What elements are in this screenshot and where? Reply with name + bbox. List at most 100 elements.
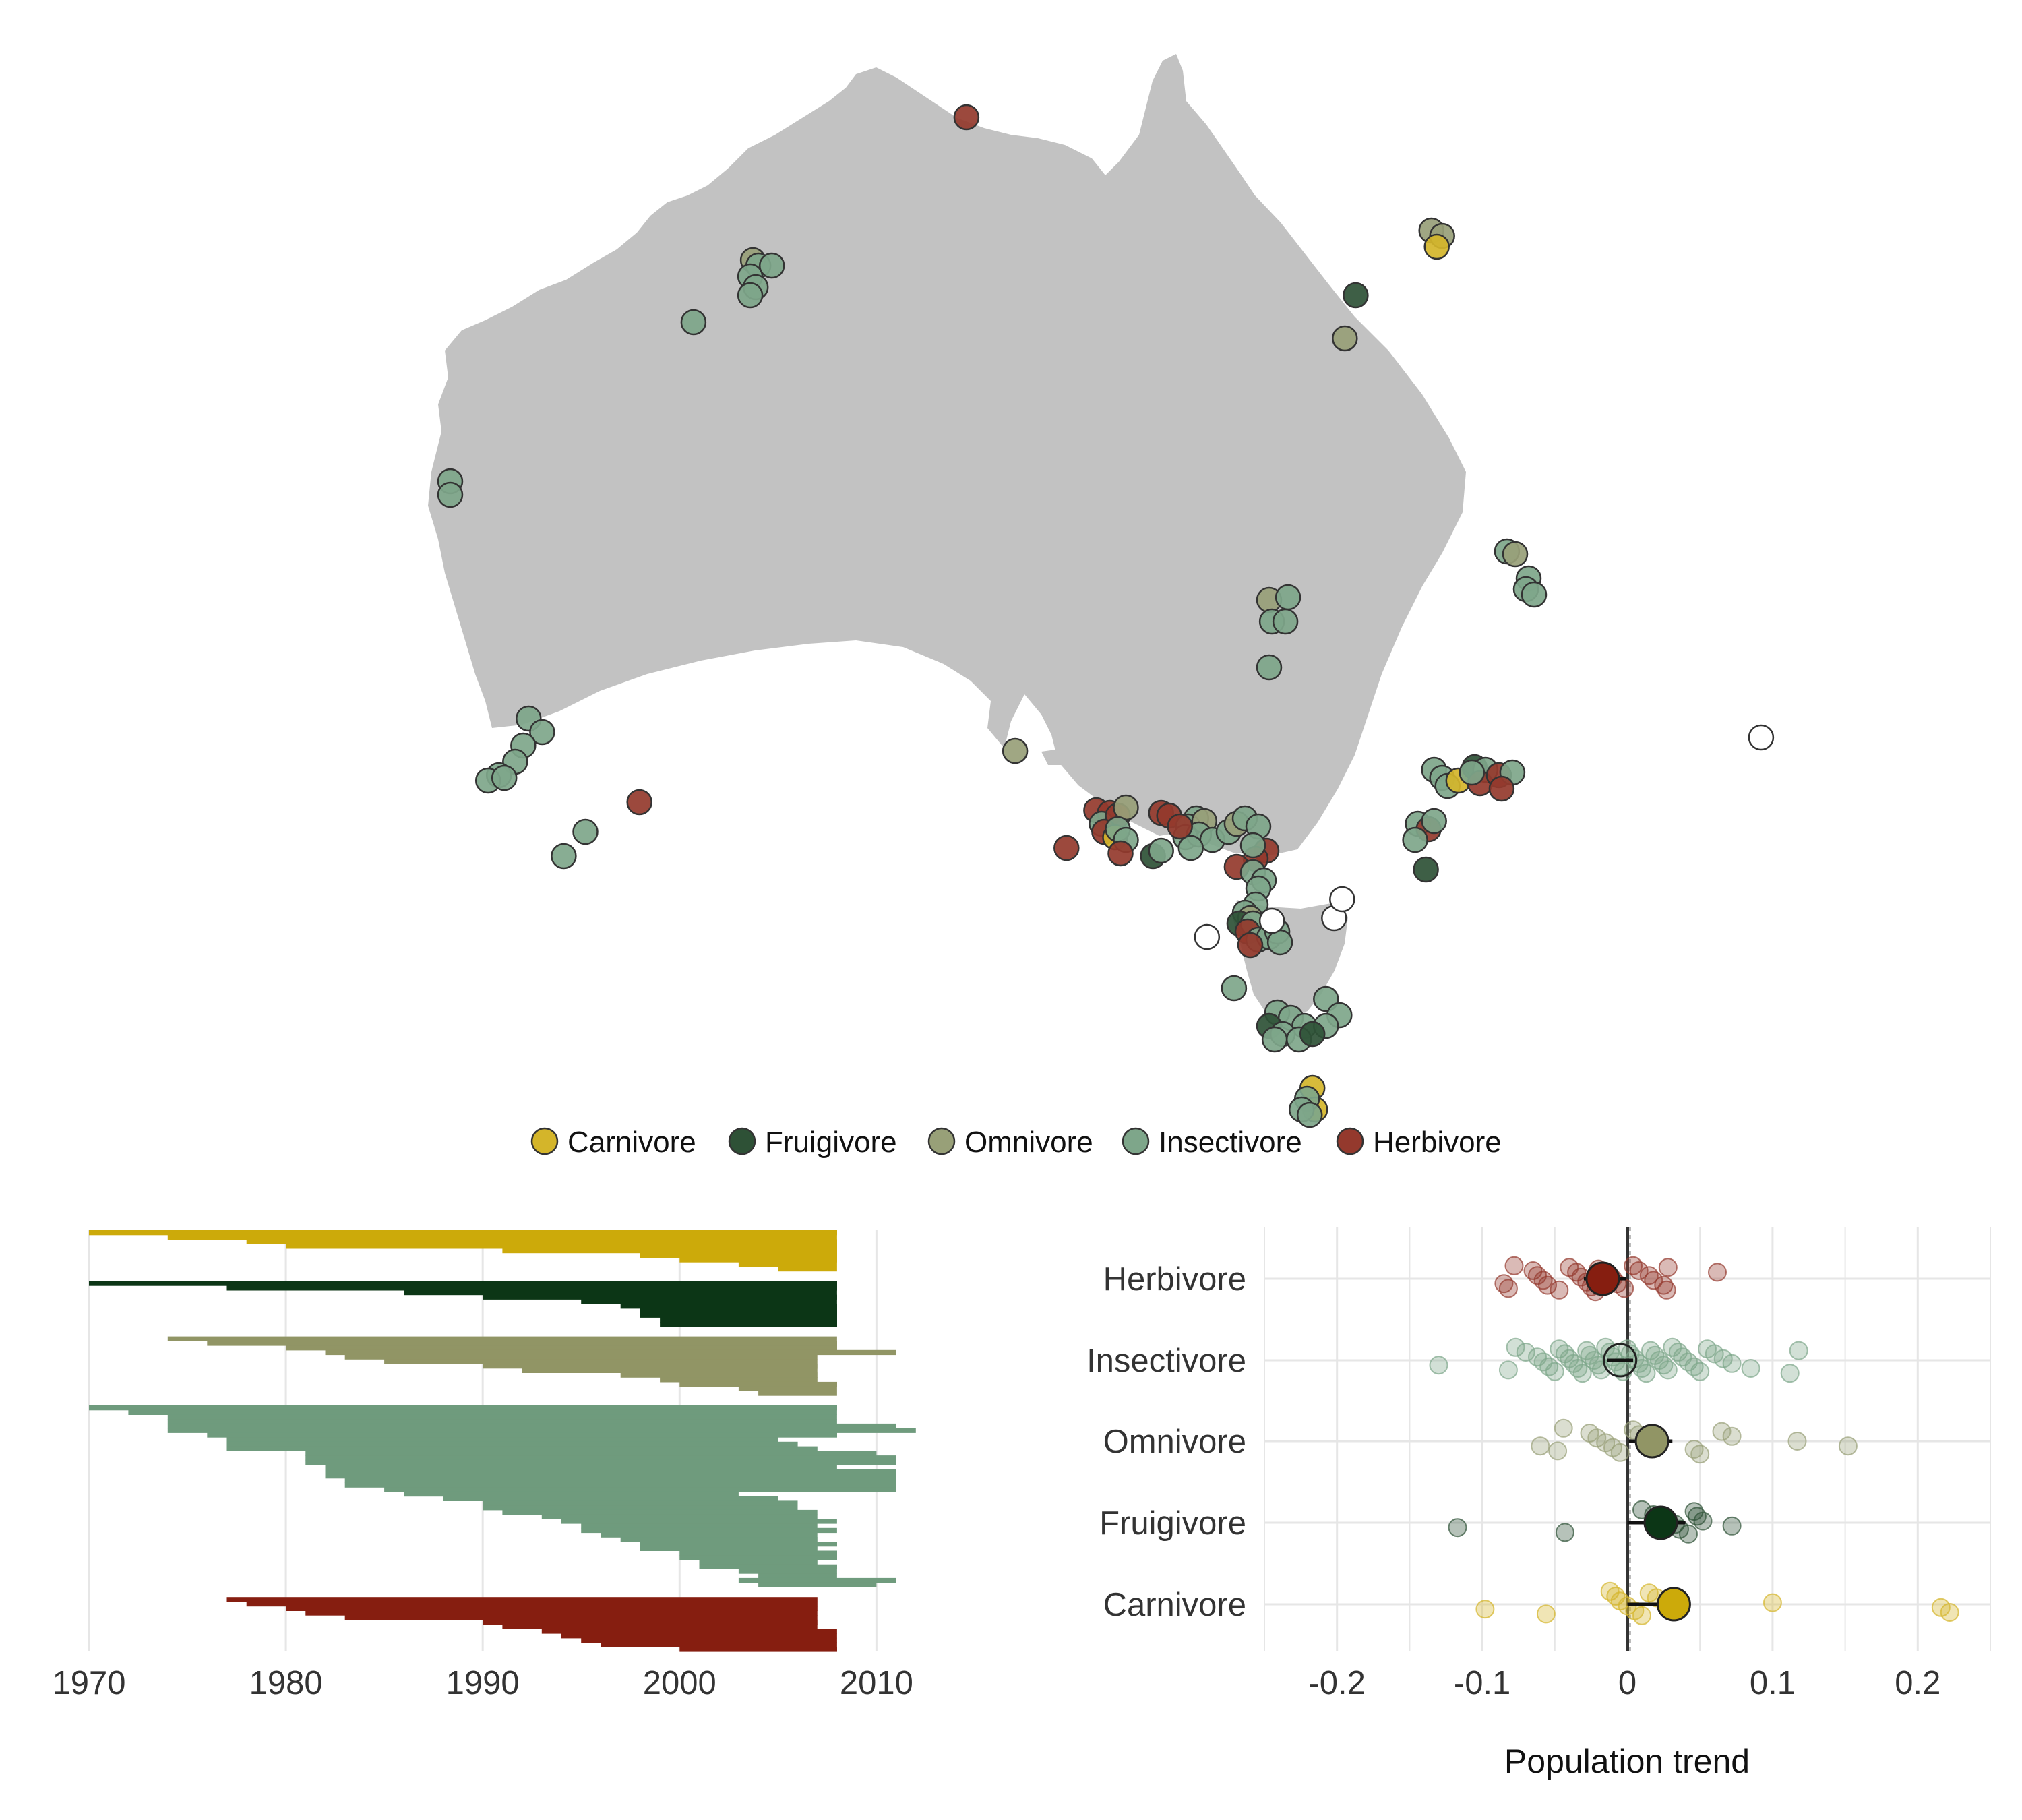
trend-point-insectivore — [1789, 1341, 1808, 1360]
study-bar-insectivore — [226, 1446, 818, 1451]
study-bar-herbivore — [679, 1647, 837, 1652]
trend-point-omnivore — [1587, 1428, 1607, 1448]
site-marker-insectivore — [572, 818, 599, 845]
study-bar-insectivore — [640, 1546, 818, 1551]
study-bar-omnivore — [660, 1377, 818, 1383]
site-marker-herbivore — [1167, 813, 1193, 840]
map-panel — [428, 54, 1775, 1128]
trend-point-insectivore — [1572, 1364, 1592, 1383]
site-marker-insectivore — [737, 282, 764, 309]
trend-mean-fruigivore — [1643, 1505, 1678, 1540]
site-marker-unassigned — [1329, 886, 1355, 913]
legend-item-herbivore: Herbivore — [1336, 1126, 1502, 1159]
study-bar-insectivore — [404, 1491, 739, 1497]
study-bar-insectivore — [541, 1514, 818, 1519]
trend-point-omnivore — [1548, 1441, 1568, 1461]
trend-x-tick-label: 0.1 — [1750, 1665, 1796, 1701]
study-bar-omnivore — [758, 1391, 837, 1396]
legend-label-fruigivore: Fruigivore — [765, 1126, 897, 1159]
site-marker-insectivore — [680, 309, 707, 336]
legend-key-herbivore — [1336, 1127, 1364, 1155]
study-bar-omnivore — [679, 1381, 837, 1387]
trend-y-tick-label-carnivore: Carnivore — [1103, 1587, 1246, 1623]
site-marker-fruigivore — [1299, 1021, 1326, 1048]
study-bar-insectivore — [207, 1432, 837, 1438]
trend-point-insectivore — [1658, 1360, 1678, 1380]
site-marker-unassigned — [1194, 923, 1221, 950]
study-bar-carnivore — [167, 1234, 837, 1240]
australia-mainland — [428, 54, 1466, 856]
site-marker-insectivore — [491, 764, 518, 791]
trend-point-insectivore — [1545, 1362, 1564, 1381]
trend-point-omnivore — [1690, 1445, 1710, 1464]
trend-point-fruigivore — [1448, 1518, 1467, 1538]
trend-point-herbivore — [1538, 1275, 1557, 1295]
site-marker-insectivore — [529, 719, 555, 746]
study-bar-insectivore — [344, 1482, 896, 1488]
bar-x-tick-label: 2000 — [643, 1665, 716, 1701]
study-bar-herbivore — [226, 1597, 818, 1602]
site-marker-insectivore — [1402, 826, 1428, 853]
bar-x-tick-label: 2010 — [840, 1665, 913, 1701]
trend-point-carnivore — [1536, 1604, 1556, 1624]
study-bar-herbivore — [541, 1629, 837, 1634]
trend-y-tick-label-herbivore: Herbivore — [1103, 1261, 1246, 1298]
study-bar-fruigivore — [660, 1322, 837, 1327]
trend-point-insectivore — [1429, 1356, 1448, 1375]
site-marker-herbivore — [626, 789, 652, 816]
site-marker-insectivore — [1148, 837, 1174, 864]
study-bar-herbivore — [561, 1633, 837, 1639]
study-bar-omnivore — [620, 1372, 818, 1378]
study-bar-omnivore — [738, 1386, 837, 1391]
trend-point-insectivore — [1498, 1360, 1518, 1380]
site-marker-insectivore — [1521, 581, 1548, 608]
trend-point-herbivore — [1498, 1279, 1518, 1298]
site-marker-insectivore — [1239, 832, 1266, 859]
site-marker-herbivore — [1107, 840, 1134, 867]
study-bar-insectivore — [305, 1451, 877, 1456]
study-bar-omnivore — [483, 1364, 818, 1369]
study-bar-insectivore — [620, 1537, 818, 1542]
trend-mean-insectivore — [1603, 1343, 1638, 1378]
study-bar-insectivore — [89, 1405, 837, 1411]
map-sites — [437, 104, 1775, 1128]
site-marker-herbivore — [953, 104, 980, 131]
trend-point-carnivore — [1475, 1600, 1495, 1619]
study-bar-insectivore — [502, 1509, 818, 1515]
trend-x-tick-label: -0.1 — [1454, 1665, 1510, 1701]
trend-point-omnivore — [1787, 1432, 1807, 1451]
trend-mean-omnivore — [1634, 1424, 1669, 1459]
study-bar-fruigivore — [581, 1299, 837, 1304]
trend-point-insectivore — [1636, 1364, 1656, 1383]
study-bar-herbivore — [601, 1642, 837, 1647]
trend-x-tick-labels: -0.2 -0.1 0 0.1 0.2 — [1308, 1665, 1940, 1701]
study-bar-herbivore — [581, 1637, 837, 1643]
trend-mean-herbivore — [1585, 1261, 1620, 1296]
study-bar-herbivore — [305, 1610, 818, 1616]
study-duration-panel: 1970 1980 1990 2000 2010 — [52, 1230, 916, 1701]
trend-point-insectivore — [1506, 1337, 1525, 1357]
trend-point-insectivore — [1722, 1354, 1742, 1373]
study-bar-insectivore — [738, 1569, 837, 1574]
study-bar-insectivore — [699, 1560, 818, 1565]
study-bar-herbivore — [344, 1615, 818, 1620]
site-marker-carnivore — [1423, 233, 1450, 260]
trend-point-insectivore — [1516, 1343, 1535, 1362]
study-bar-fruigivore — [226, 1285, 837, 1291]
study-bar-omnivore — [207, 1341, 837, 1346]
site-marker-herbivore — [1488, 775, 1515, 802]
study-bar-carnivore — [246, 1239, 837, 1244]
study-bar-herbivore — [502, 1624, 818, 1629]
trend-point-herbivore — [1644, 1271, 1663, 1290]
site-marker-insectivore — [1272, 608, 1299, 635]
trend-point-herbivore — [1657, 1280, 1676, 1300]
bar-x-tick-label: 1990 — [446, 1665, 520, 1701]
trend-point-herbivore — [1504, 1256, 1524, 1275]
trend-point-insectivore — [1690, 1362, 1710, 1381]
trend-mean-carnivore — [1656, 1587, 1691, 1622]
legend-item-omnivore: Omnivore — [927, 1126, 1093, 1159]
study-bar-insectivore — [384, 1487, 896, 1492]
legend-label-herbivore: Herbivore — [1373, 1126, 1502, 1159]
legend-key-insectivore — [1122, 1127, 1150, 1155]
trend-x-tick-label: 0.2 — [1895, 1665, 1940, 1701]
